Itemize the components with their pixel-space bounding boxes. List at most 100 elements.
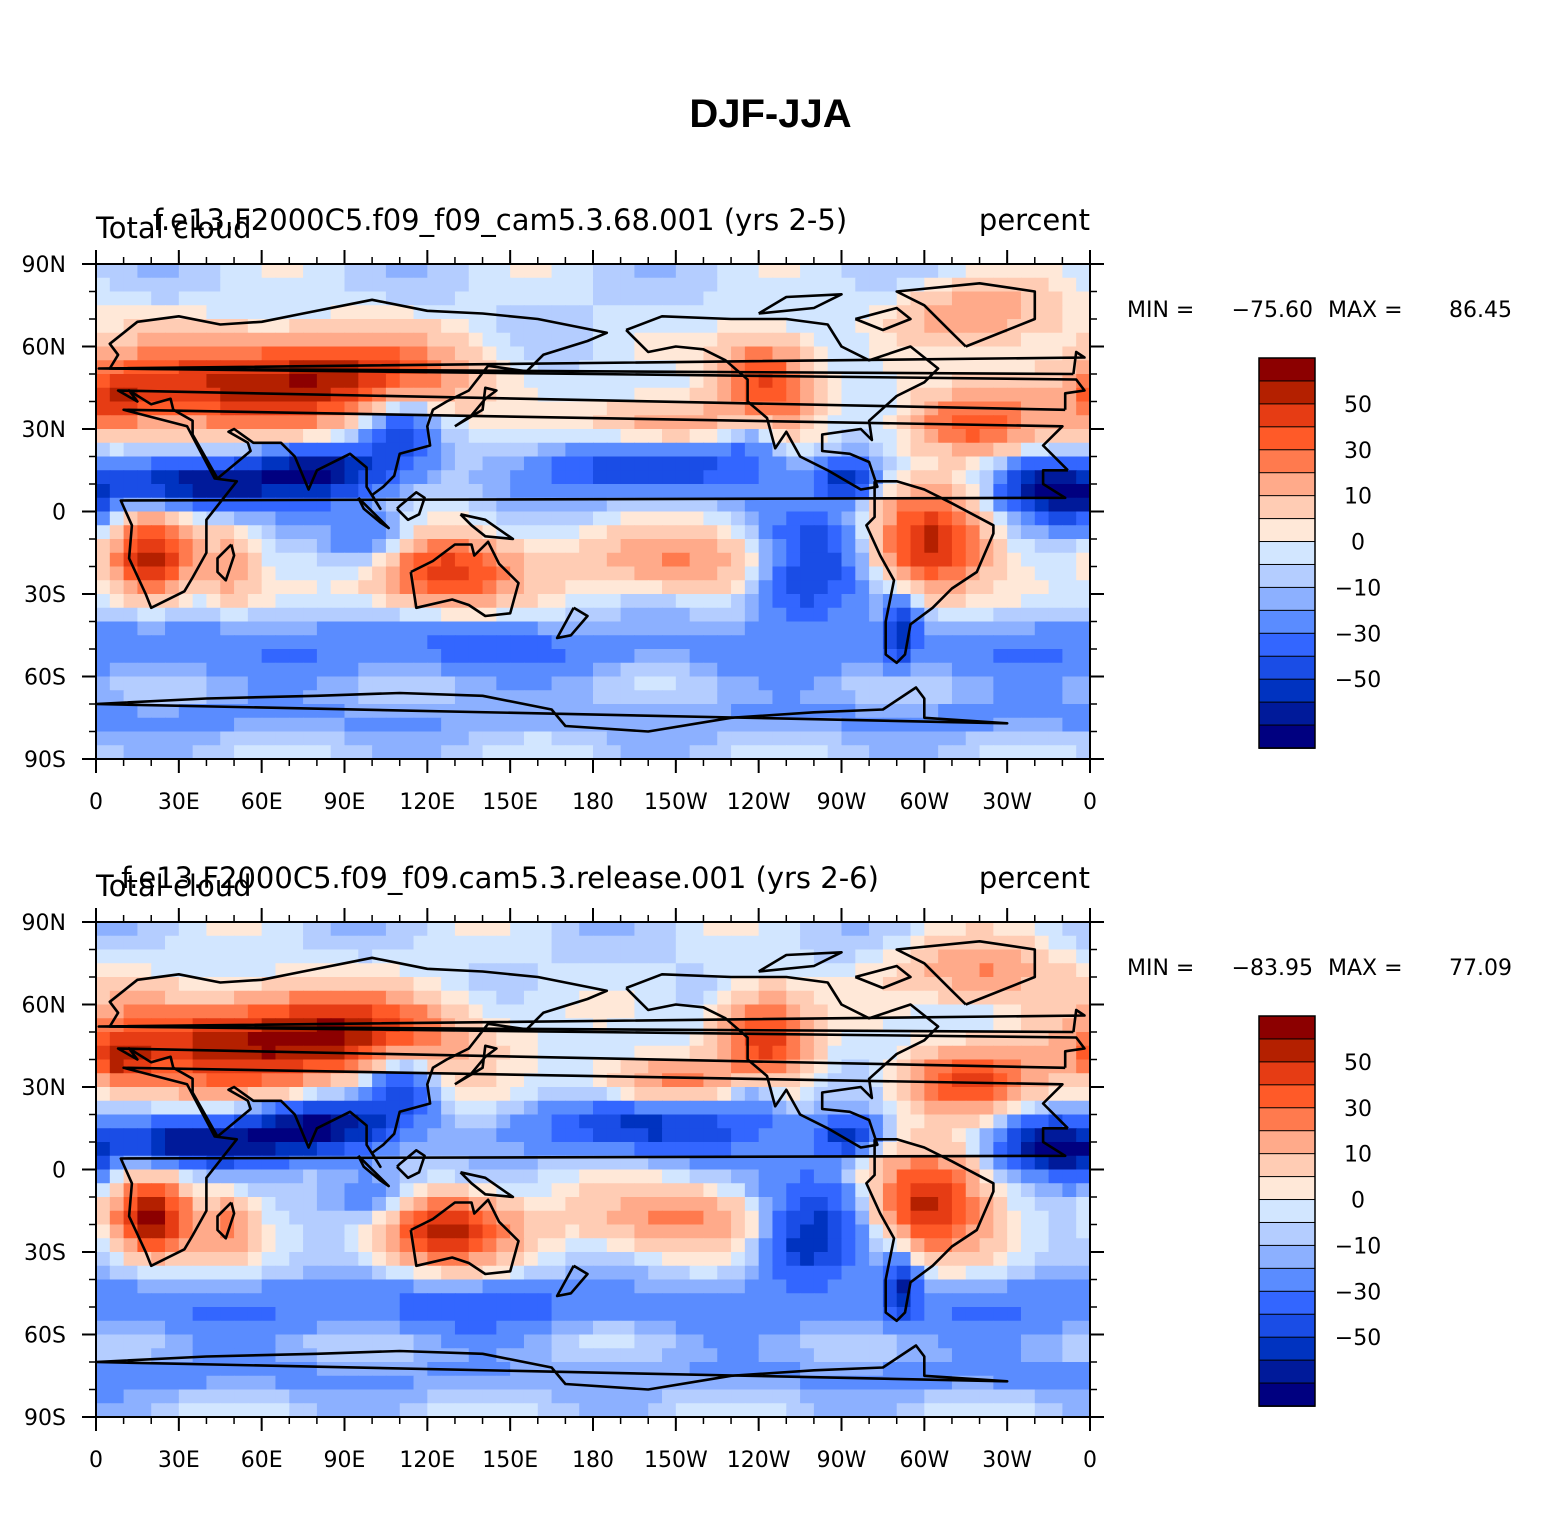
field-cell: [109, 690, 125, 705]
field-cell: [303, 1210, 318, 1226]
field-cell: [496, 1252, 511, 1267]
field-cell: [192, 1307, 208, 1322]
field-cell: [965, 1142, 981, 1157]
field-cell: [662, 566, 677, 581]
field-cell: [800, 935, 815, 951]
field-cell: [1076, 1210, 1091, 1226]
field-cell: [744, 690, 760, 705]
field-cell: [151, 922, 166, 937]
field-cell: [841, 1155, 856, 1171]
field-cell: [413, 1004, 428, 1019]
field-cell: [551, 401, 566, 416]
field-cell: [482, 1073, 497, 1088]
field-cell: [413, 580, 428, 595]
field-cell: [841, 1018, 856, 1033]
field-cell: [537, 594, 553, 609]
field-cell: [427, 1183, 442, 1198]
field-cell: [731, 1087, 746, 1102]
field-cell: [800, 1197, 815, 1212]
field-cell: [634, 580, 649, 595]
field-cell: [924, 1210, 939, 1226]
field-cell: [924, 1059, 939, 1074]
field-cell: [1007, 662, 1022, 678]
field-cell: [220, 949, 235, 964]
field-cell: [703, 1155, 718, 1171]
field-cell: [772, 497, 787, 513]
field-cell: [731, 1238, 746, 1253]
field-cell: [703, 1073, 718, 1088]
field-cell: [275, 990, 290, 1006]
field-cell: [399, 319, 415, 334]
field-cell: [993, 1320, 1008, 1336]
field-cell: [620, 401, 636, 416]
field-cell: [731, 374, 746, 389]
field-cell: [537, 649, 553, 664]
field-cell: [109, 511, 125, 526]
field-cell: [855, 990, 870, 1006]
field-cell: [344, 511, 359, 526]
field-cell: [620, 621, 636, 636]
field-cell: [289, 649, 304, 664]
field-cell: [468, 580, 484, 595]
field-cell: [454, 731, 470, 746]
field-cell: [482, 484, 497, 499]
field-cell: [855, 690, 870, 705]
field-cell: [979, 607, 994, 623]
field-cell: [261, 662, 277, 678]
field-cell: [593, 470, 608, 485]
field-cell: [537, 1210, 553, 1226]
field-cell: [855, 580, 870, 595]
field-cell: [662, 949, 677, 964]
field-cell: [358, 1059, 373, 1074]
field-cell: [510, 649, 525, 664]
field-cell: [413, 1307, 428, 1322]
field-cell: [951, 922, 967, 937]
field-cell: [482, 731, 497, 746]
field-cell: [275, 484, 290, 499]
field-cell: [1062, 374, 1077, 389]
field-cell: [648, 745, 663, 760]
y-tick-label: 60N: [22, 336, 66, 361]
field-cell: [717, 1169, 732, 1184]
colorbar-tick-label: −30: [1335, 622, 1381, 647]
field-cell: [565, 676, 580, 691]
field-cell: [109, 1197, 125, 1212]
field-cell: [178, 1114, 194, 1129]
field-cell: [165, 1128, 180, 1143]
field-cell: [634, 1183, 649, 1198]
field-cell: [675, 1265, 691, 1281]
field-cell: [220, 264, 235, 279]
field-cell: [800, 1169, 815, 1184]
field-cell: [1034, 731, 1050, 746]
field-cell: [993, 539, 1008, 554]
field-cell: [841, 922, 856, 937]
field-cell: [703, 607, 718, 623]
field-cell: [786, 621, 801, 636]
field-cell: [330, 1197, 346, 1212]
field-cell: [882, 264, 898, 279]
field-cell: [482, 935, 497, 951]
field-cell: [648, 401, 663, 416]
field-cell: [827, 1210, 843, 1226]
field-cell: [993, 1197, 1008, 1212]
field-cell: [965, 470, 981, 485]
field-cell: [910, 1183, 925, 1198]
field-cell: [413, 1293, 428, 1308]
field-cell: [772, 1045, 787, 1061]
field-cell: [1007, 1307, 1022, 1322]
field-cell: [261, 429, 277, 444]
field-cell: [178, 1142, 194, 1157]
field-cell: [827, 717, 843, 733]
field-cell: [1034, 1073, 1050, 1088]
field-cell: [96, 552, 111, 568]
field-cell: [786, 305, 801, 320]
field-cell: [316, 1320, 332, 1336]
field-cell: [1034, 745, 1050, 760]
field-cell: [841, 539, 856, 554]
field-cell: [979, 456, 994, 471]
field-cell: [689, 1210, 705, 1226]
field-cell: [344, 525, 359, 540]
field-cell: [938, 1320, 953, 1336]
field-cell: [441, 1100, 456, 1116]
field-cell: [551, 415, 566, 430]
